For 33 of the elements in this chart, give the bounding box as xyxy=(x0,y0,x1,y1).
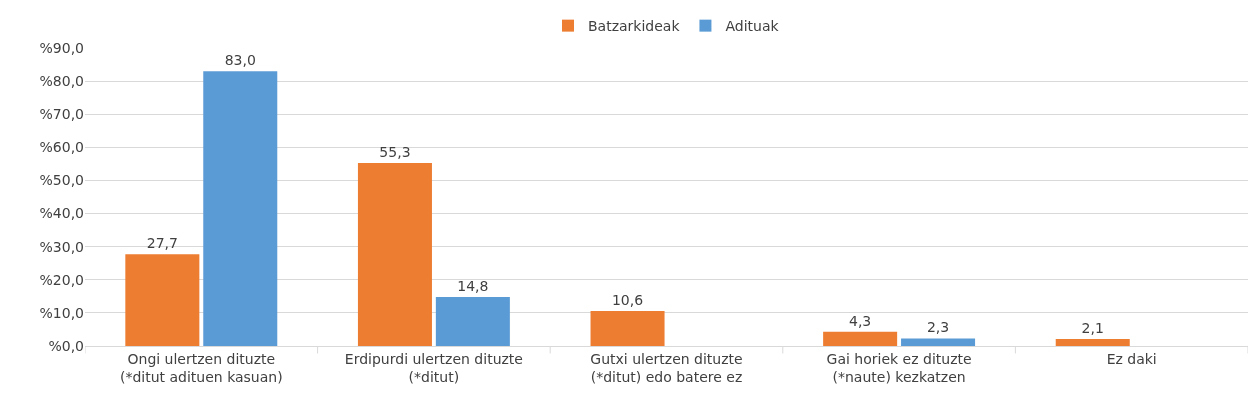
data-label: 27,7 xyxy=(146,235,178,252)
bar xyxy=(357,162,432,346)
bar xyxy=(203,71,278,346)
data-label: 83,0 xyxy=(224,52,256,69)
y-tick-label: %20,0 xyxy=(39,271,84,288)
bar xyxy=(823,331,898,346)
x-tick-label: Gai horiek ez dituzte (*naute) kezkatzen xyxy=(826,350,972,385)
bar xyxy=(590,310,665,346)
bar xyxy=(435,297,510,346)
y-tick-label: %90,0 xyxy=(39,39,84,56)
y-tick-label: %40,0 xyxy=(39,205,84,222)
x-tick-label: Erdipurdi ulertzen dituzte (*ditut) xyxy=(344,350,523,385)
legend-label: Batzarkideak xyxy=(588,18,681,35)
y-tick-label: %0,0 xyxy=(48,337,84,354)
y-tick-label: %80,0 xyxy=(39,73,84,90)
x-tick-label: Ez daki xyxy=(1106,350,1157,367)
y-tick-label: %50,0 xyxy=(39,172,84,189)
y-tick-label: %60,0 xyxy=(39,139,84,156)
bar xyxy=(125,254,200,346)
bar xyxy=(901,338,976,346)
bar xyxy=(1055,339,1130,346)
data-label: 10,6 xyxy=(611,291,644,308)
data-label: 4,3 xyxy=(849,312,872,329)
data-label: 2,1 xyxy=(1081,320,1104,337)
data-label: 2,3 xyxy=(926,319,950,336)
data-label: 55,3 xyxy=(379,143,411,160)
x-tick-label: Ongi ulertzen dituzte (*ditut adituen kasuan) xyxy=(119,350,283,385)
x-tick-label: Gutxi ulertzen dituzte (*ditut) edo batere ez xyxy=(590,350,743,385)
y-tick-label: %30,0 xyxy=(39,238,84,255)
legend-label: Adituak xyxy=(725,18,780,35)
y-tick-label: %10,0 xyxy=(39,304,84,321)
data-label: 14,8 xyxy=(457,278,489,294)
y-tick-label: %70,0 xyxy=(39,106,84,123)
